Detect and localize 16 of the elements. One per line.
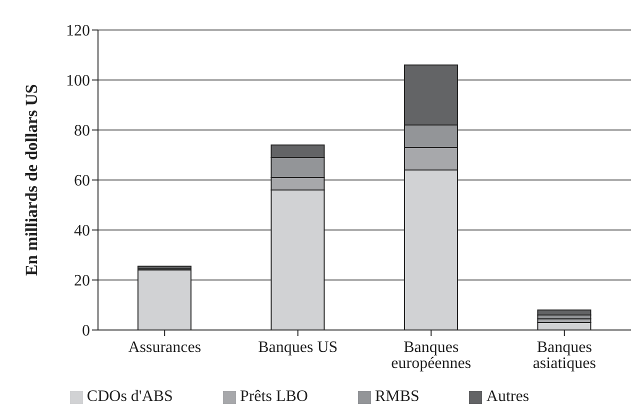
y-tick-label: 80	[74, 122, 90, 140]
y-tick-label: 100	[66, 72, 90, 90]
y-axis-title: En milliards de dollars US	[22, 84, 42, 276]
x-tick-label: Assurances	[128, 339, 202, 356]
y-tick-label: 120	[66, 22, 90, 40]
legend-label: RMBS	[374, 388, 420, 405]
legend-label: Autres	[486, 388, 530, 405]
x-tick-label: Banques asiatiques	[532, 339, 596, 372]
x-tick-label: Banques US	[258, 339, 338, 356]
y-tick-label: 60	[74, 172, 90, 190]
y-tick-label: 40	[74, 222, 90, 240]
legend-label: Prêts LBO	[240, 388, 308, 405]
legend-label: CDOs d'ABS	[86, 388, 173, 405]
y-tick-label: 0	[82, 322, 90, 340]
y-tick-label: 20	[74, 272, 90, 290]
x-tick-label: Banques européennes	[391, 339, 472, 372]
